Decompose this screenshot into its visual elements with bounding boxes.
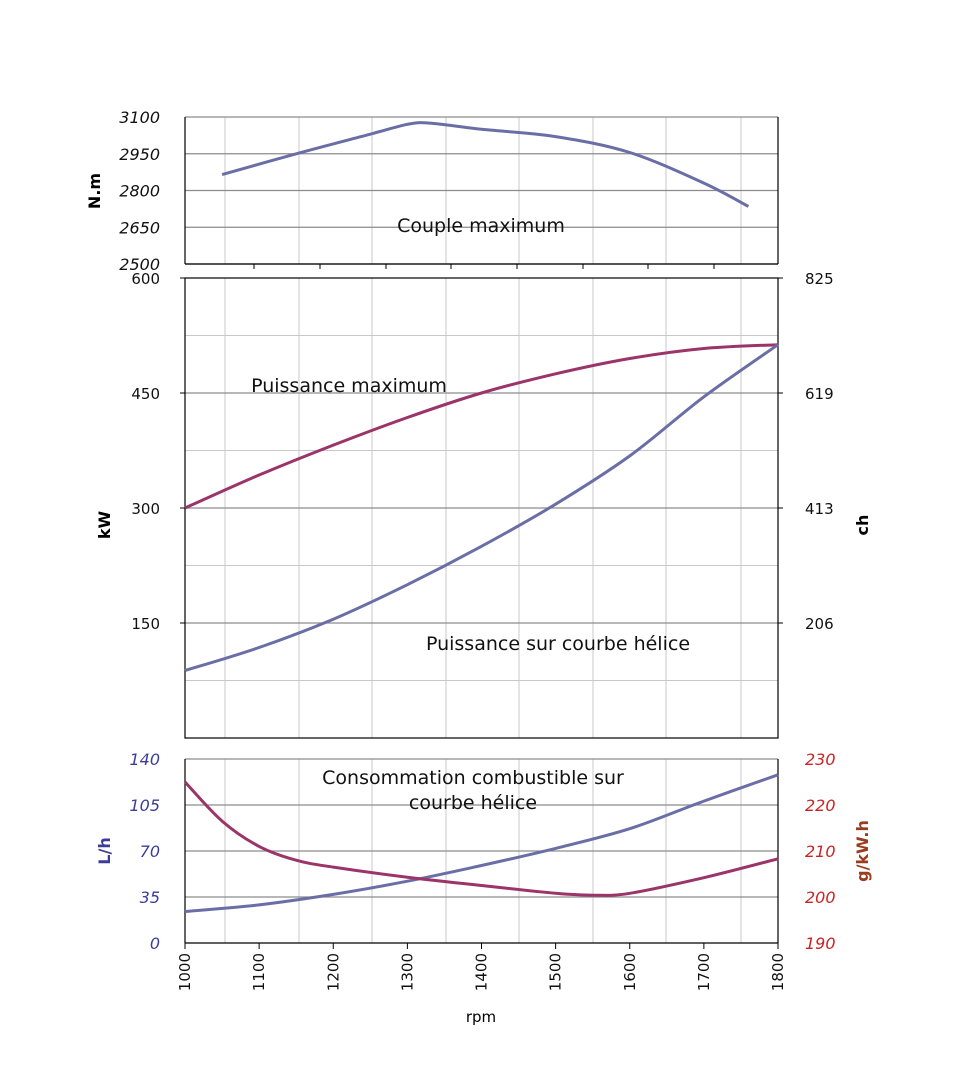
x-tick-label: 1000	[176, 953, 194, 991]
power-right-y-tick-labels: 825 619 413 206	[778, 270, 834, 633]
power-y-tick-label: 600	[131, 270, 160, 288]
max-power-annotation: Puissance maximum	[251, 375, 447, 397]
x-tick-label: 1300	[398, 953, 416, 991]
x-tick-label: 1100	[250, 953, 268, 991]
consumption-right-y-tick-label: 220	[805, 796, 836, 815]
consumption-y-tick-labels: 140 105 70 35 0	[129, 750, 160, 953]
consumption-series	[183, 773, 779, 913]
power-right-y-tick-label: 619	[805, 385, 834, 403]
x-tick-label: 1600	[621, 953, 639, 991]
power-right-y-axis-label: ch	[853, 515, 872, 536]
consumption-y-tick-label: 140	[129, 750, 160, 769]
consumption-right-y-tick-label: 230	[805, 750, 836, 769]
torque-y-tick-labels: 3100 2950 2800 2650 2500	[119, 108, 160, 274]
max-power-line	[184, 343, 779, 510]
propeller-power-annotation: Puissance sur courbe hélice	[426, 633, 690, 655]
torque-y-axis-label: N.m	[85, 173, 104, 209]
power-y-tick-labels: 600 450 300 150	[131, 270, 185, 633]
x-tick-labels: 1000 1100 1200 1300 1400 1500 1600 1700 1800	[176, 943, 787, 991]
torque-y-tick-label: 2800	[119, 182, 160, 201]
consumption-y-axis-label: L/h	[95, 837, 114, 864]
consumption-y-tick-label: 105	[129, 796, 160, 815]
consumption-panel: 1000 1100 1200 1300 1400 1500 1600 1700 1800 140…	[95, 750, 872, 1026]
consumption-right-y-tick-labels: 230 220 210 200 190	[805, 750, 836, 953]
consumption-right-y-tick-label: 190	[805, 934, 836, 953]
torque-y-tick-label: 2650	[119, 218, 160, 237]
consumption-y-tick-label: 0	[150, 934, 160, 953]
power-right-y-tick-label: 206	[805, 615, 834, 633]
consumption-horizontal-grid	[185, 758, 778, 898]
x-axis-label: rpm	[466, 1008, 496, 1026]
power-panel: 600 450 300 150 825 619 413 206 kW ch Puissanc…	[95, 270, 872, 739]
torque-y-tick-label: 3100	[119, 108, 160, 127]
x-tick-label: 1800	[769, 953, 787, 991]
power-y-tick-label: 300	[131, 500, 160, 518]
power-y-tick-label: 450	[131, 385, 160, 403]
specific-consumption-line	[183, 780, 779, 897]
torque-series-line	[221, 121, 750, 208]
torque-y-tick-label: 2500	[119, 255, 160, 274]
torque-annotation: Couple maximum	[397, 215, 565, 237]
consumption-y-tick-label: 70	[140, 842, 160, 861]
power-y-tick-label: 150	[131, 615, 160, 633]
power-right-y-tick-label: 413	[805, 500, 834, 518]
power-right-y-tick-label: 825	[805, 270, 834, 288]
power-series	[184, 343, 779, 672]
torque-y-tick-label: 2950	[119, 145, 160, 164]
torque-series	[221, 121, 750, 208]
consumption-y-tick-label: 35	[140, 888, 160, 907]
consumption-annotation-line-1: Consommation combustible sur	[322, 767, 624, 789]
power-y-axis-label: kW	[95, 511, 114, 540]
consumption-annotation-line-2: courbe hélice	[409, 792, 537, 814]
consumption-right-y-axis-label: g/kW.h	[853, 820, 872, 882]
x-tick-label: 1400	[473, 953, 491, 991]
x-tick-label: 1200	[324, 953, 342, 991]
consumption-right-y-tick-label: 210	[805, 842, 836, 861]
torque-horizontal-grid	[185, 116, 778, 265]
torque-x-tick-marks	[253, 264, 715, 269]
consumption-right-y-tick-label: 200	[805, 888, 836, 907]
x-tick-label: 1700	[695, 953, 713, 991]
fuel-consumption-line	[184, 773, 779, 913]
x-tick-label: 1500	[547, 953, 565, 991]
torque-panel: 3100 2950 2800 2650 2500 N.m Couple maximum	[85, 108, 779, 274]
propeller-power-line	[184, 343, 779, 672]
